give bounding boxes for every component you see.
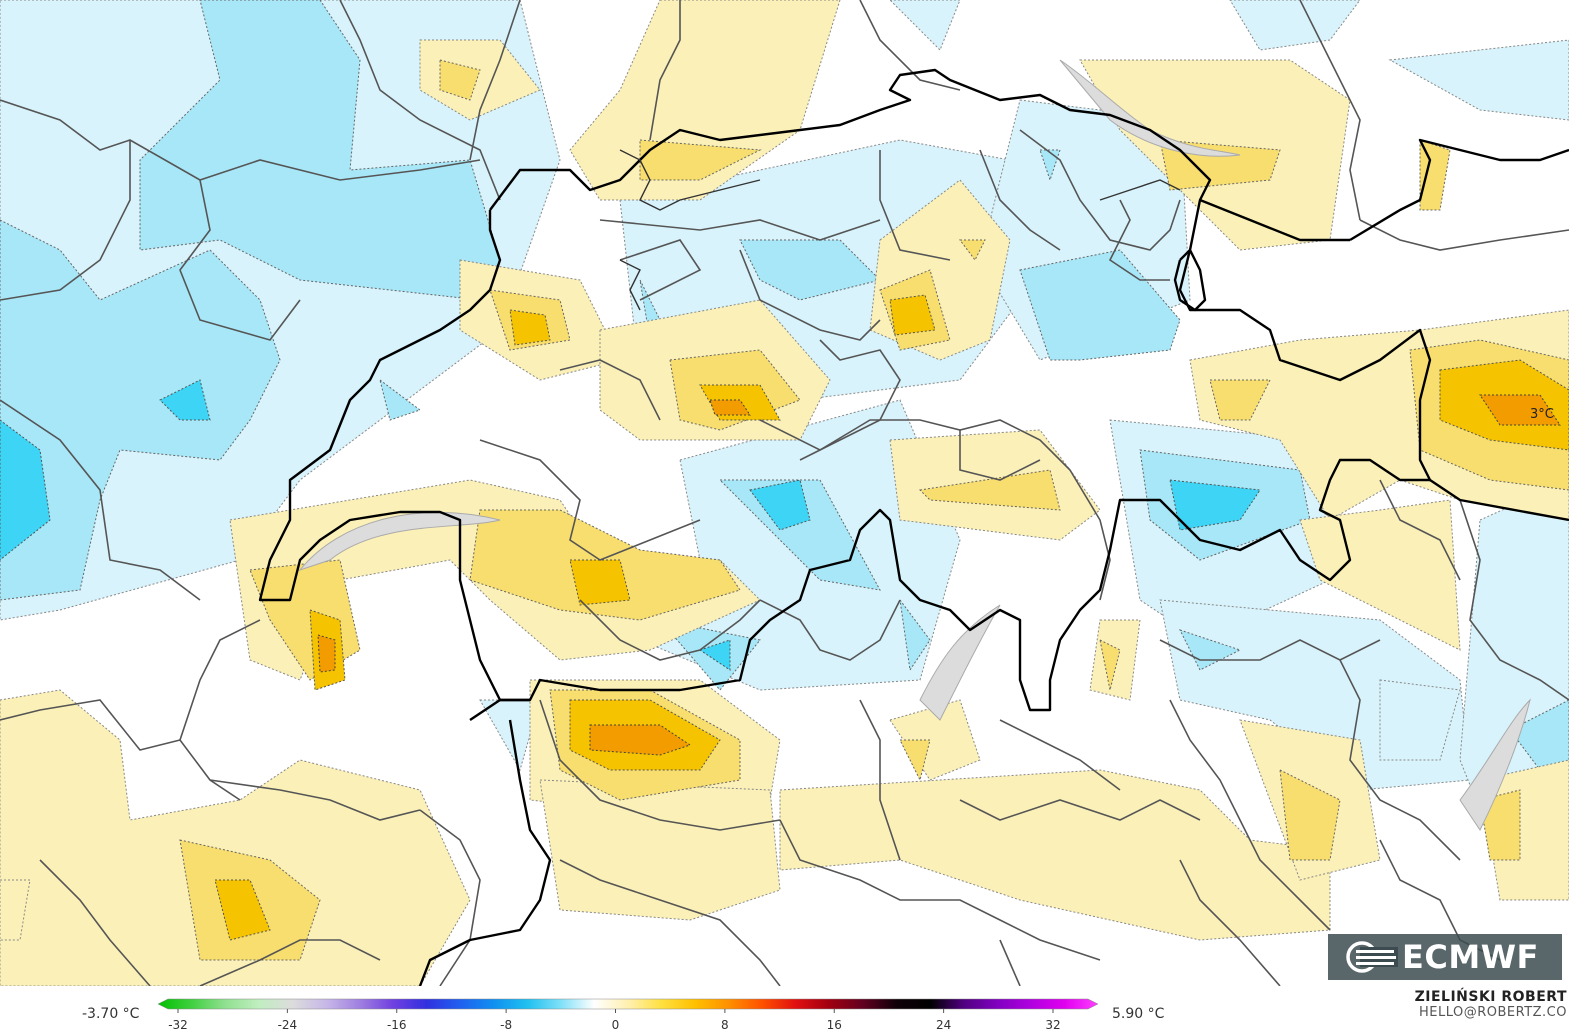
ecmwf-logo-text: ECMWF — [1402, 938, 1539, 976]
ecmwf-logo-icon — [1346, 941, 1398, 973]
scale-max-label: 5.90 °C — [1112, 1006, 1165, 1022]
lakes — [298, 59, 1531, 831]
scale-tick-label: 24 — [936, 1018, 951, 1032]
scale-tick-label: -24 — [278, 1018, 298, 1032]
temperature-anomaly-map[interactable]: 3°C — [0, 0, 1569, 986]
temperature-value-label: 3°C — [1530, 407, 1554, 422]
author-credit: ZIELIŃSKI ROBERT HELLO@ROBERTZ.CO — [1415, 989, 1567, 1020]
scale-tick-label: 0 — [612, 1018, 620, 1032]
ecmwf-logo: ECMWF — [1328, 934, 1562, 980]
scale-tick-label: -32 — [168, 1018, 188, 1032]
scale-tick-label: 16 — [827, 1018, 842, 1032]
scale-tick-label: 32 — [1045, 1018, 1060, 1032]
scale-tick-label: 8 — [721, 1018, 729, 1032]
author-email: HELLO@ROBERTZ.CO — [1418, 1005, 1567, 1020]
scale-bar — [157, 998, 1099, 1010]
deep-blue-zones — [0, 379, 1261, 671]
scale-ticks: -32 -24 -16 -8 0 8 16 24 32 — [168, 1009, 1061, 1032]
rhine-region — [619, 149, 1181, 311]
deep-orange-zones — [317, 394, 1561, 756]
scale-min-label: -3.70 °C — [82, 1006, 140, 1022]
national-borders — [258, 68, 1569, 986]
scale-tick-label: -8 — [500, 1018, 512, 1032]
regional-borders — [0, 0, 1569, 986]
author-name: ZIELIŃSKI ROBERT — [1414, 989, 1567, 1005]
scale-tick-label: -16 — [387, 1018, 407, 1032]
color-scale-legend: -32 -24 -16 -8 0 8 16 24 32 — [157, 998, 1099, 1032]
